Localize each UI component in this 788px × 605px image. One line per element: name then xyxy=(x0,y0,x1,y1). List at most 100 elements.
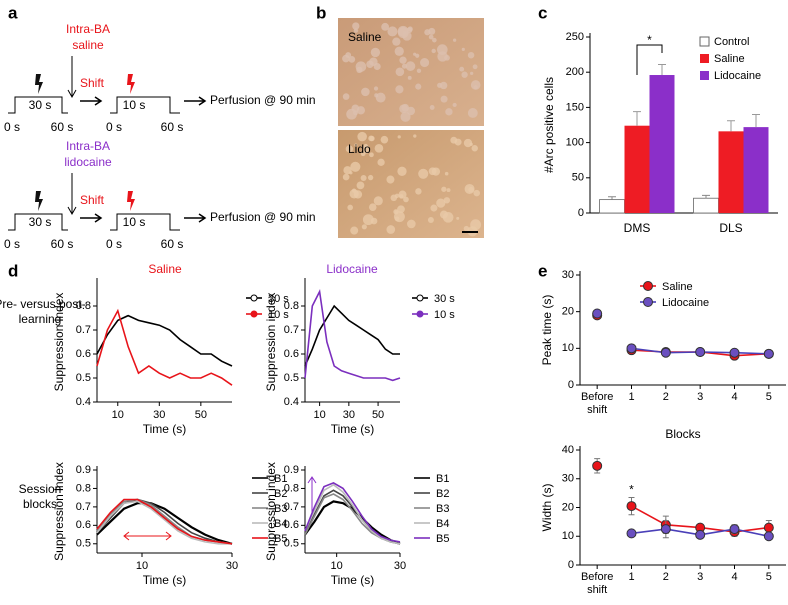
tissue-texture xyxy=(370,217,378,225)
tissue-texture xyxy=(360,151,366,157)
y-tick-label: 50 xyxy=(572,172,584,184)
x-axis-label: Time (s) xyxy=(331,422,375,436)
series-marker xyxy=(626,528,637,539)
image-label: Saline xyxy=(348,30,382,44)
outcome-label: Perfusion @ 90 min xyxy=(210,93,316,107)
x-axis-label: Time (s) xyxy=(331,573,375,587)
tissue-texture xyxy=(440,95,448,103)
tissue-texture xyxy=(386,225,396,234)
x-tick-label: 4 xyxy=(731,571,738,583)
tissue-texture xyxy=(427,217,434,224)
legend-marker xyxy=(250,294,258,302)
x-tick-label: 2 xyxy=(662,571,669,583)
range-arrow xyxy=(123,531,172,541)
tissue-texture xyxy=(413,52,417,56)
x-tick-label-box: 2 xyxy=(663,391,669,403)
duration-label: 10 s xyxy=(123,215,146,229)
x-tick-label-box: 4 xyxy=(731,571,738,583)
x-tick-label: 5 xyxy=(765,571,772,583)
legend-marker xyxy=(250,310,258,318)
series-marker xyxy=(626,501,637,512)
legend-swatch xyxy=(700,71,709,80)
tissue-texture xyxy=(467,51,475,59)
y-tick-label: 0 xyxy=(568,379,574,391)
duration-label: 30 s xyxy=(29,98,52,112)
bar xyxy=(693,197,719,214)
legend-swatch xyxy=(699,36,710,47)
stimulus-icon xyxy=(127,191,135,211)
tissue-texture xyxy=(471,145,478,152)
tissue-texture xyxy=(407,75,412,80)
legend-label: 30 s xyxy=(434,293,455,305)
y-tick-label: 0.5 xyxy=(76,538,91,550)
y-tick-label: 0.9 xyxy=(76,464,91,476)
y-tick-label: 0.6 xyxy=(76,348,91,360)
tissue-texture xyxy=(347,204,354,211)
image-label: Lido xyxy=(348,142,371,156)
tissue-texture xyxy=(420,58,430,68)
tissue-texture xyxy=(428,34,434,40)
tissue-texture xyxy=(361,87,370,97)
time-label: 60 s xyxy=(161,120,184,134)
tissue-texture xyxy=(456,216,460,220)
legend-label: B1 xyxy=(274,473,287,485)
legend-marker xyxy=(416,310,424,318)
drug-label: Intra-BA xyxy=(66,22,110,36)
y-tick-label: 30 xyxy=(562,269,574,281)
legend-marker xyxy=(416,294,424,302)
x-tick-label: 4 xyxy=(731,391,738,403)
error-bar xyxy=(633,111,641,126)
duration-label: 30 s xyxy=(29,215,52,229)
series-line xyxy=(96,502,233,545)
x-tick-label-box: Before shift xyxy=(581,571,613,596)
drug-label: Intra-BA xyxy=(66,139,110,153)
drug-label: saline xyxy=(72,38,104,52)
x-tick-label: 30 xyxy=(226,560,238,572)
tissue-texture xyxy=(429,105,435,110)
legend-marker xyxy=(643,297,653,307)
x-axis-label: Time (s) xyxy=(143,422,187,436)
bar xyxy=(624,125,650,213)
tissue-texture xyxy=(350,161,361,172)
tissue-texture xyxy=(369,152,374,158)
series-line xyxy=(304,500,401,545)
tissue-texture xyxy=(424,29,431,36)
y-tick-label: 0.8 xyxy=(284,482,299,494)
time-label: 60 s xyxy=(161,237,184,251)
y-tick-label: 10 xyxy=(562,342,574,354)
time-label: 0 s xyxy=(4,120,20,134)
row-label: blocks xyxy=(23,497,57,511)
x-tick-label-box: Before shift xyxy=(581,391,613,416)
y-tick-label: 0.8 xyxy=(76,300,91,312)
trace xyxy=(8,96,180,114)
arrow xyxy=(184,96,207,106)
time-label: 60 s xyxy=(51,120,74,134)
tissue-texture xyxy=(463,138,473,148)
y-tick-label: 0.5 xyxy=(284,538,299,550)
tissue-texture xyxy=(444,171,449,176)
legend-label: Lidocaine xyxy=(714,70,761,82)
tissue-texture xyxy=(380,135,389,144)
significance-bracket xyxy=(636,44,663,75)
infusion-arrow xyxy=(67,56,77,99)
x-tick-label-box: 1 xyxy=(628,391,634,403)
tissue-texture xyxy=(397,135,401,139)
y-tick-label: 0.9 xyxy=(284,464,299,476)
tissue-texture xyxy=(473,189,480,197)
panel-label: d xyxy=(8,261,18,280)
tissue-texture xyxy=(342,54,350,63)
series-marker xyxy=(592,308,603,319)
error-bar xyxy=(608,196,616,200)
tissue-texture xyxy=(348,56,356,63)
legend-label: B5 xyxy=(274,533,287,545)
time-label: 0 s xyxy=(4,237,20,251)
panel-label: c xyxy=(538,3,547,22)
legend-swatch xyxy=(700,54,709,63)
x-tick-label: 50 xyxy=(195,409,207,421)
y-tick-label: 0.6 xyxy=(284,348,299,360)
tissue-texture xyxy=(439,210,448,219)
series-line xyxy=(96,498,233,545)
error-bar xyxy=(752,113,760,128)
legend-label: 30 s xyxy=(268,293,289,305)
legend-label: B3 xyxy=(274,503,287,515)
